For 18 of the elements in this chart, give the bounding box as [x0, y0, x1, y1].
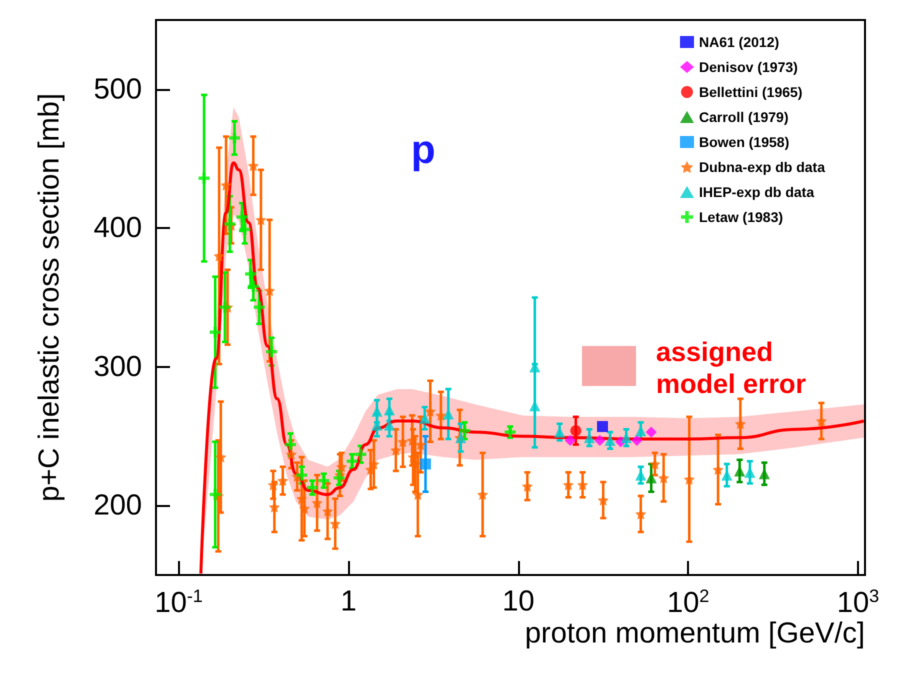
legend-label: Letaw (1983) [698, 209, 784, 225]
legend-label: Bellettini (1965) [698, 84, 802, 100]
y-tick-label: 300 [94, 350, 142, 383]
annotation: p [411, 128, 436, 172]
y-tick-label: 200 [94, 490, 142, 522]
legend-label: NA61 (2012) [698, 34, 780, 50]
legend-label: IHEP-exp db data [698, 184, 814, 200]
legend-label: Denisov (1973) [698, 59, 798, 75]
annotation: assigned model error [656, 337, 807, 399]
x-axis-title: proton momentum [GeV/c] [524, 618, 865, 650]
y-tick-label: 400 [94, 212, 142, 244]
y-axis-title: p+C inelastic cross section [mb] [34, 93, 66, 502]
x-tick-label: 10 [502, 586, 534, 618]
legend-label: Dubna-exp db data [698, 159, 826, 175]
legend-label: Bowen (1958) [698, 134, 790, 150]
legend-label: Carroll (1979) [698, 109, 788, 125]
y-tick-label: 500 [94, 73, 142, 106]
x-tick-label: 1 [340, 586, 357, 618]
